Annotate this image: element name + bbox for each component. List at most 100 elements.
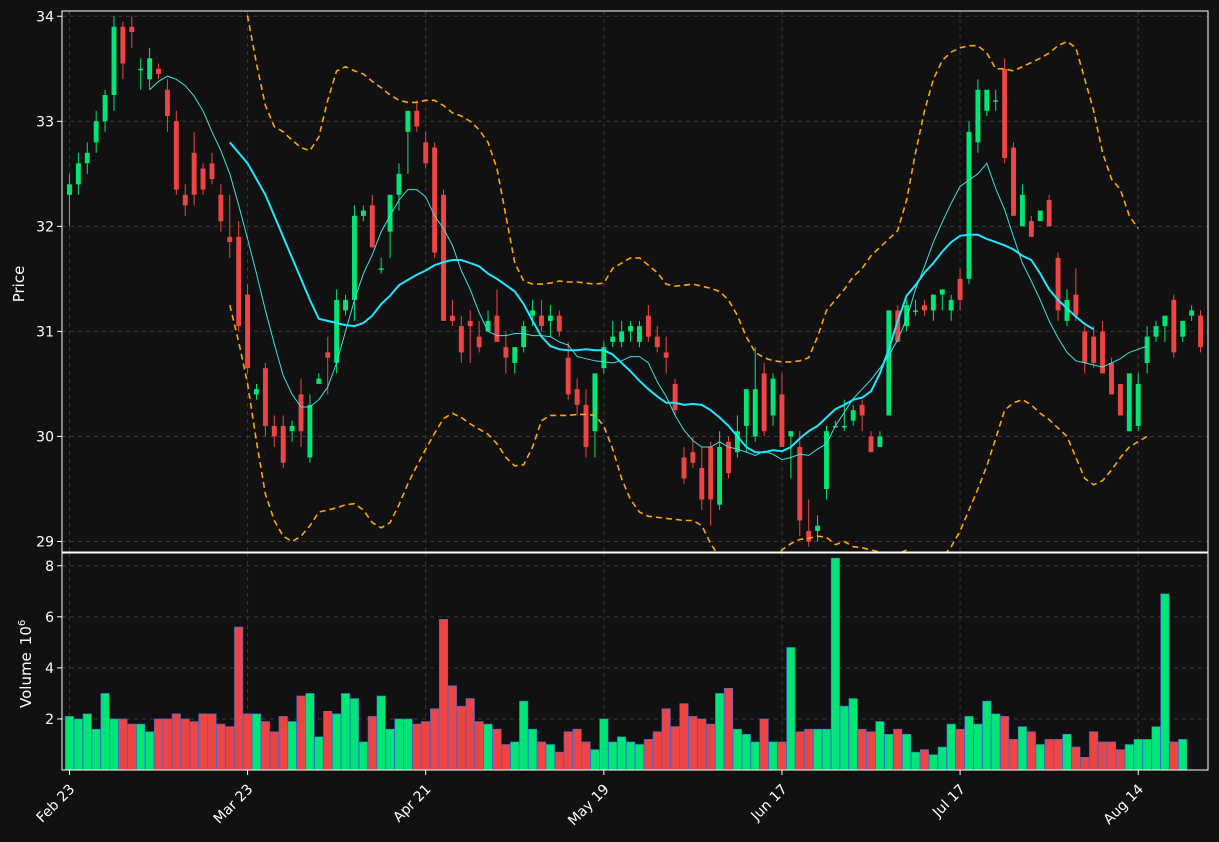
volume-bar bbox=[207, 713, 217, 770]
candle-body bbox=[236, 236, 242, 327]
volume-bar bbox=[465, 698, 475, 770]
volume-bar bbox=[741, 733, 751, 770]
overlay-lines bbox=[149, 11, 1148, 552]
candle-body bbox=[966, 131, 972, 279]
volume-bar bbox=[501, 744, 511, 770]
volume-panel-frame bbox=[61, 552, 1209, 771]
candle-body bbox=[1037, 210, 1043, 222]
volume-bar bbox=[323, 710, 333, 770]
candle-body bbox=[1171, 299, 1177, 353]
volume-bar bbox=[723, 688, 734, 770]
volume-bar bbox=[528, 728, 538, 770]
volume-tick-label: 4 bbox=[45, 661, 54, 677]
volume-bar bbox=[902, 733, 912, 770]
candle-body bbox=[449, 315, 455, 321]
candle-body bbox=[717, 446, 723, 505]
candle-body bbox=[156, 68, 161, 75]
candle-body bbox=[432, 147, 438, 253]
volume-bar bbox=[768, 741, 778, 770]
candle-body bbox=[1117, 383, 1123, 416]
candle-body bbox=[352, 215, 357, 300]
candle-body bbox=[565, 357, 571, 395]
volume-bar bbox=[430, 708, 440, 770]
candle-body bbox=[84, 152, 90, 164]
candle-body bbox=[886, 310, 892, 416]
volume-bar bbox=[964, 716, 974, 770]
candle-body bbox=[102, 95, 108, 122]
price-tick-label: 30 bbox=[36, 429, 54, 445]
candle-body bbox=[868, 436, 874, 453]
volume-bar bbox=[839, 705, 849, 770]
candle-body bbox=[218, 194, 224, 222]
candle-body bbox=[788, 431, 794, 437]
volume-bar bbox=[688, 716, 698, 770]
volume-bar bbox=[919, 749, 929, 770]
candle-body bbox=[369, 205, 375, 248]
volume-bar bbox=[234, 626, 244, 770]
volume-bar bbox=[260, 721, 270, 770]
candle-body bbox=[619, 331, 625, 342]
volume-bar bbox=[358, 741, 368, 770]
price-tick-label: 31 bbox=[36, 324, 54, 340]
volume-bar bbox=[118, 718, 128, 770]
volume-bar bbox=[1080, 756, 1090, 770]
candle-body bbox=[1126, 373, 1132, 432]
candle-body bbox=[1162, 315, 1168, 327]
candle-body bbox=[521, 326, 527, 348]
candle-body bbox=[628, 326, 633, 332]
candle-body bbox=[841, 425, 847, 428]
volume-bar bbox=[581, 741, 591, 770]
candle-body bbox=[458, 326, 464, 353]
candle-body bbox=[583, 404, 589, 447]
volume-bar bbox=[554, 751, 564, 770]
price-axis-label: Price bbox=[10, 266, 28, 303]
candle-body bbox=[547, 315, 553, 321]
candle-body bbox=[1144, 336, 1150, 363]
volume-bar bbox=[928, 754, 938, 770]
candle-body bbox=[316, 378, 322, 384]
volume-bar bbox=[804, 728, 814, 770]
candle-body bbox=[681, 457, 687, 479]
candle-body bbox=[441, 194, 446, 321]
candle-body bbox=[334, 299, 340, 363]
price-tick-label: 33 bbox=[36, 114, 54, 130]
volume-bar bbox=[314, 736, 324, 770]
volume-bar bbox=[1008, 739, 1019, 770]
volume-bar bbox=[367, 716, 377, 770]
volume-bar bbox=[786, 647, 796, 770]
volume-bar bbox=[599, 718, 609, 770]
volume-bar bbox=[474, 721, 484, 770]
candle-body bbox=[993, 100, 999, 102]
candle-body bbox=[539, 315, 544, 327]
volume-bar bbox=[189, 721, 199, 770]
volume-bar bbox=[1044, 739, 1054, 770]
volume-bar bbox=[127, 723, 137, 770]
volume-bar bbox=[91, 728, 101, 770]
volume-bar bbox=[955, 728, 965, 770]
volume-bar bbox=[394, 718, 404, 770]
candle-body bbox=[1180, 320, 1186, 337]
volume-bar bbox=[1026, 731, 1036, 770]
candle-body bbox=[672, 383, 678, 411]
price-panel-frame bbox=[61, 10, 1209, 553]
volume-bar bbox=[1124, 744, 1134, 770]
volume-bar bbox=[519, 700, 529, 770]
candle-body bbox=[1109, 362, 1114, 395]
volume-bar bbox=[349, 698, 359, 770]
candle-body bbox=[120, 26, 126, 64]
volume-bar bbox=[269, 731, 279, 770]
volume-bar bbox=[82, 713, 92, 770]
volume-bar bbox=[884, 733, 894, 770]
volume-bar bbox=[590, 749, 600, 770]
volume-bar bbox=[946, 723, 956, 770]
volume-bar bbox=[679, 703, 689, 770]
candle-body bbox=[245, 294, 251, 369]
volume-bar bbox=[821, 728, 832, 770]
candle-body bbox=[476, 336, 482, 348]
volume-bar bbox=[1017, 726, 1027, 770]
volume-bar bbox=[643, 739, 653, 770]
volume-bar bbox=[109, 718, 119, 770]
volume-bar bbox=[225, 726, 235, 770]
candle-body bbox=[930, 294, 936, 311]
candle-body bbox=[280, 425, 286, 463]
